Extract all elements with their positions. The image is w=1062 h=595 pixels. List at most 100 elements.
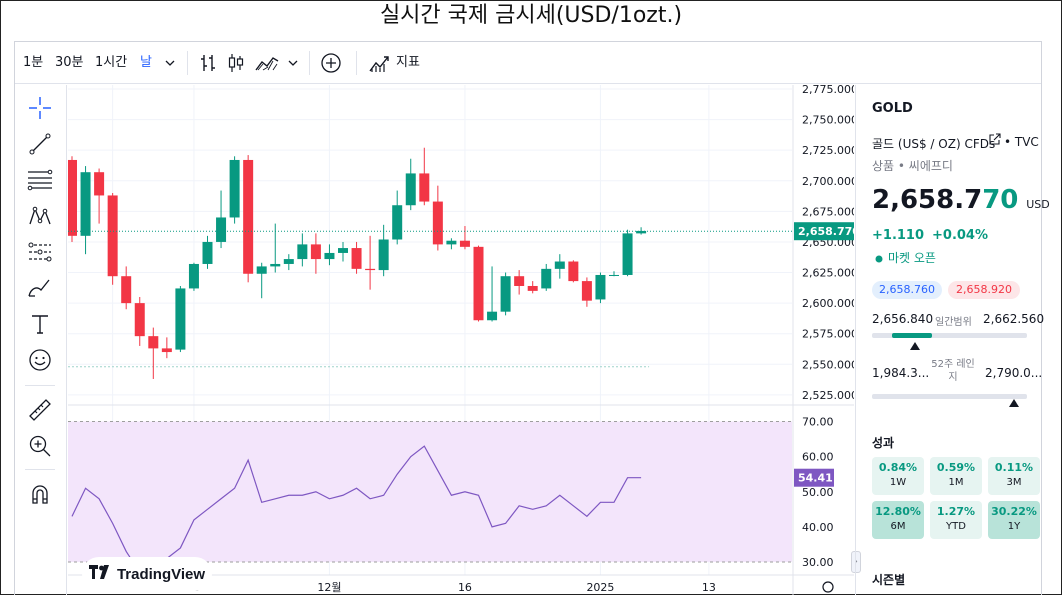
y-tick-label: 2,525.000 bbox=[802, 389, 854, 402]
x-tick-label: 13 bbox=[702, 581, 716, 594]
candle-body bbox=[283, 259, 294, 264]
candle-body bbox=[243, 159, 254, 274]
candle-body bbox=[216, 217, 227, 242]
external-link-icon[interactable] bbox=[988, 133, 1001, 149]
symbol-name[interactable]: GOLD bbox=[872, 101, 913, 116]
chart-type-chevron-down-icon[interactable] bbox=[288, 42, 298, 84]
perf-1m[interactable]: 0.59% 1M bbox=[930, 457, 982, 495]
change-pct: +0.04% bbox=[932, 228, 988, 243]
tradingview-watermark[interactable]: TradingView bbox=[82, 557, 212, 591]
candle-body bbox=[405, 173, 416, 206]
perf-6m[interactable]: 12.80% 6M bbox=[872, 501, 924, 539]
text-icon[interactable] bbox=[25, 309, 55, 339]
y-tick-label: 2,750.000 bbox=[802, 114, 854, 127]
interval-30m[interactable]: 30분 bbox=[55, 55, 84, 70]
indicators-icon[interactable] bbox=[369, 42, 391, 84]
perf-3m[interactable]: 0.11% 3M bbox=[988, 457, 1040, 495]
axis-settings-icon[interactable] bbox=[822, 581, 834, 593]
candle-body bbox=[636, 230, 647, 234]
rsi-tick-label: 50.00 bbox=[802, 486, 834, 499]
bid-chip: 2,658.760 bbox=[872, 281, 942, 299]
rsi-tick-label: 40.00 bbox=[802, 521, 834, 534]
fib-icon[interactable] bbox=[25, 165, 55, 195]
day-range-low: 2,656.840 bbox=[872, 312, 934, 326]
price-chart-svg[interactable]: 111912월162025132,775.0002,750.0002,725.0… bbox=[67, 83, 860, 595]
candle-body bbox=[487, 311, 498, 321]
forecast-icon[interactable] bbox=[25, 237, 55, 267]
candle-body bbox=[419, 173, 430, 202]
candle-body bbox=[554, 261, 565, 269]
trend-line-icon[interactable] bbox=[25, 129, 55, 159]
ruler-icon[interactable] bbox=[25, 395, 55, 425]
week52-label: 52주 레인지 bbox=[931, 359, 975, 383]
pattern-icon[interactable] bbox=[25, 201, 55, 231]
bar-chart-icon[interactable] bbox=[199, 42, 217, 84]
emoji-icon[interactable] bbox=[25, 345, 55, 375]
chart-area[interactable]: 111912월162025132,775.0002,750.0002,725.0… bbox=[67, 83, 860, 595]
perf-1w[interactable]: 0.84% 1W bbox=[872, 457, 924, 495]
candle-body bbox=[378, 239, 389, 271]
area-chart-icon[interactable] bbox=[255, 42, 279, 84]
candle-body bbox=[473, 246, 484, 321]
week52-high: 2,790.0... bbox=[985, 366, 1043, 380]
candle-body bbox=[188, 263, 199, 289]
magnet-icon[interactable] bbox=[25, 479, 55, 509]
candle-body bbox=[446, 240, 457, 245]
exchange-label: • TVC bbox=[1004, 135, 1039, 149]
ask-chip: 2,658.920 bbox=[948, 281, 1020, 299]
indicators-button[interactable]: 지표 bbox=[396, 55, 420, 70]
day-range-bar bbox=[872, 333, 1027, 338]
zoom-in-icon[interactable] bbox=[25, 431, 55, 461]
candle-body bbox=[67, 159, 77, 236]
rsi-last-tag bbox=[794, 468, 834, 487]
candle-body bbox=[202, 241, 213, 264]
interval-1m[interactable]: 1분 bbox=[23, 55, 44, 70]
top-toolbar: 1분 30분 1시간 날 지표 bbox=[15, 42, 1041, 84]
brush-icon[interactable] bbox=[25, 273, 55, 303]
candle-body bbox=[107, 195, 118, 277]
interval-day[interactable]: 날 bbox=[140, 55, 152, 70]
candle-body bbox=[500, 276, 511, 312]
tradingview-widget: 1분 30분 1시간 날 지표 bbox=[14, 41, 1050, 595]
y-tick-label: 2,700.000 bbox=[802, 175, 854, 188]
y-tick-label: 2,600.000 bbox=[802, 297, 854, 310]
crosshair-icon[interactable] bbox=[25, 93, 55, 123]
y-tick-label: 2,775.000 bbox=[802, 85, 854, 96]
candle-body bbox=[595, 274, 606, 300]
candle-body bbox=[365, 268, 376, 271]
perf-ytd[interactable]: 1.27% YTD bbox=[930, 501, 982, 539]
y-tick-label: 2,625.000 bbox=[802, 267, 854, 280]
candle-body bbox=[310, 244, 321, 260]
price-display: 2,658.770 USD bbox=[872, 185, 1050, 215]
day-range-label: 일간범위 bbox=[935, 317, 972, 328]
candle-body bbox=[568, 261, 579, 282]
candle-body bbox=[270, 263, 281, 267]
candle-body bbox=[161, 348, 172, 353]
candle-body bbox=[148, 336, 159, 349]
interval-1h[interactable]: 1시간 bbox=[95, 55, 128, 70]
compare-plus-icon[interactable] bbox=[320, 42, 342, 84]
candle-body bbox=[392, 205, 403, 240]
performance-title: 성과 bbox=[872, 436, 895, 450]
candle-body bbox=[622, 233, 633, 275]
perf-1y[interactable]: 30.22% 1Y bbox=[988, 501, 1040, 539]
day-range-fill bbox=[892, 333, 932, 338]
candle-body bbox=[94, 172, 105, 196]
market-status: 마켓 오픈 bbox=[888, 251, 936, 265]
category-label: 상품 • 씨에프디 bbox=[872, 159, 953, 173]
x-tick-label: 16 bbox=[458, 581, 472, 594]
candle-body bbox=[581, 281, 592, 301]
rsi-tick-label: 60.00 bbox=[802, 451, 834, 464]
candle-body bbox=[80, 172, 91, 236]
candle-body bbox=[609, 274, 619, 276]
candle-body bbox=[351, 248, 362, 269]
week52-bar bbox=[872, 394, 1027, 399]
week52-marker-icon bbox=[1009, 396, 1019, 410]
last-price-tag bbox=[794, 222, 856, 241]
y-tick-label: 2,725.000 bbox=[802, 144, 854, 157]
market-open-dot-icon bbox=[875, 252, 883, 266]
seasonal-title: 시즌별 bbox=[872, 573, 906, 587]
symbol-sidebar: GOLD 골드 (US$ / OZ) CFDs • TVC 상품 • 씨에프디 … bbox=[855, 85, 1050, 595]
candles-icon[interactable] bbox=[227, 42, 245, 84]
interval-chevron-down-icon[interactable] bbox=[165, 42, 175, 84]
